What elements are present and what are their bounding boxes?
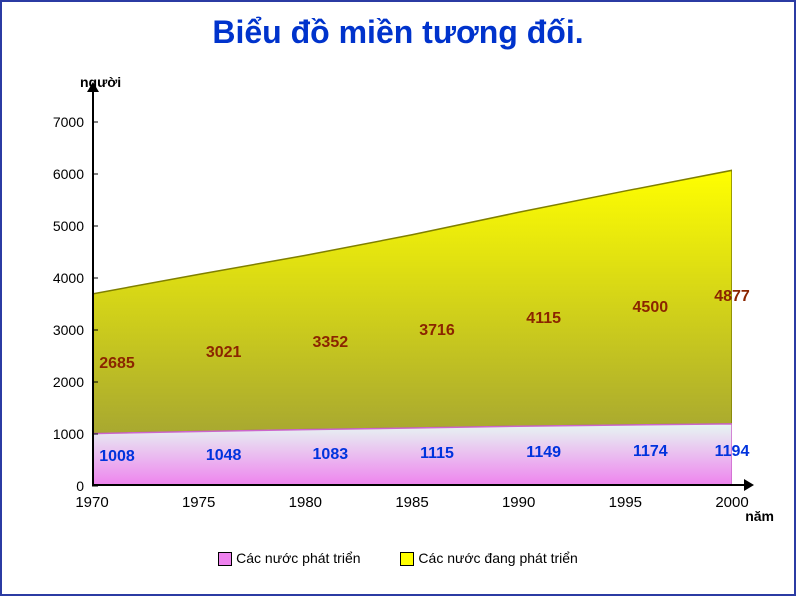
- ytick-mark: [92, 486, 98, 487]
- plot-area: 0100020003000400050006000700019701975198…: [92, 96, 732, 486]
- ytick-label: 4000: [53, 270, 84, 286]
- xtick-label: 1985: [395, 494, 428, 511]
- legend: Các nước phát triển Các nước đang phát t…: [2, 550, 794, 566]
- x-axis-arrow-icon: [744, 479, 754, 491]
- data-label-lower: 1008: [99, 448, 135, 466]
- ytick-label: 5000: [53, 218, 84, 234]
- ytick-mark: [92, 278, 98, 279]
- ytick-label: 6000: [53, 166, 84, 182]
- data-label-lower: 1149: [526, 444, 561, 462]
- data-label-upper: 3021: [206, 344, 242, 362]
- legend-swatch-upper: [400, 552, 414, 566]
- chart-title: Biểu đồ miền tương đối.: [2, 14, 794, 51]
- data-label-lower: 1194: [715, 443, 750, 461]
- data-label-lower: 1083: [313, 446, 349, 464]
- xtick-label: 1980: [289, 494, 322, 511]
- xtick-label: 1990: [502, 494, 535, 511]
- ytick-mark: [92, 174, 98, 175]
- area-svg: [92, 96, 732, 486]
- data-label-upper: 4115: [526, 310, 561, 328]
- legend-swatch-lower: [218, 552, 232, 566]
- ytick-mark: [92, 434, 98, 435]
- data-label-upper: 2685: [99, 355, 135, 373]
- x-axis-label: năm: [745, 508, 774, 524]
- data-label-upper: 3716: [419, 322, 455, 340]
- data-label-lower: 1048: [206, 447, 242, 465]
- data-label-upper: 4500: [633, 299, 669, 317]
- y-axis: [92, 90, 94, 486]
- xtick-label: 1970: [75, 494, 108, 511]
- ytick-label: 7000: [53, 114, 84, 130]
- xtick-label: 2000: [715, 494, 748, 511]
- legend-label-upper: Các nước đang phát triển: [418, 550, 577, 566]
- ytick-label: 0: [76, 478, 84, 494]
- data-label-upper: 3352: [313, 334, 349, 352]
- ytick-mark: [92, 226, 98, 227]
- ytick-mark: [92, 122, 98, 123]
- legend-item-upper: Các nước đang phát triển: [400, 550, 577, 566]
- legend-label-lower: Các nước phát triển: [236, 550, 360, 566]
- xtick-label: 1975: [182, 494, 215, 511]
- ytick-mark: [92, 330, 98, 331]
- chart-frame: Biểu đồ miền tương đối. người năm 010002…: [0, 0, 796, 596]
- xtick-label: 1995: [609, 494, 642, 511]
- ytick-label: 2000: [53, 374, 84, 390]
- ytick-mark: [92, 382, 98, 383]
- data-label-upper: 4877: [714, 288, 750, 306]
- legend-item-lower: Các nước phát triển: [218, 550, 360, 566]
- x-axis: [92, 484, 746, 486]
- data-label-lower: 1115: [420, 445, 454, 463]
- data-label-lower: 1174: [633, 443, 668, 461]
- ytick-label: 1000: [53, 426, 84, 442]
- ytick-label: 3000: [53, 322, 84, 338]
- y-axis-arrow-icon: [87, 82, 99, 92]
